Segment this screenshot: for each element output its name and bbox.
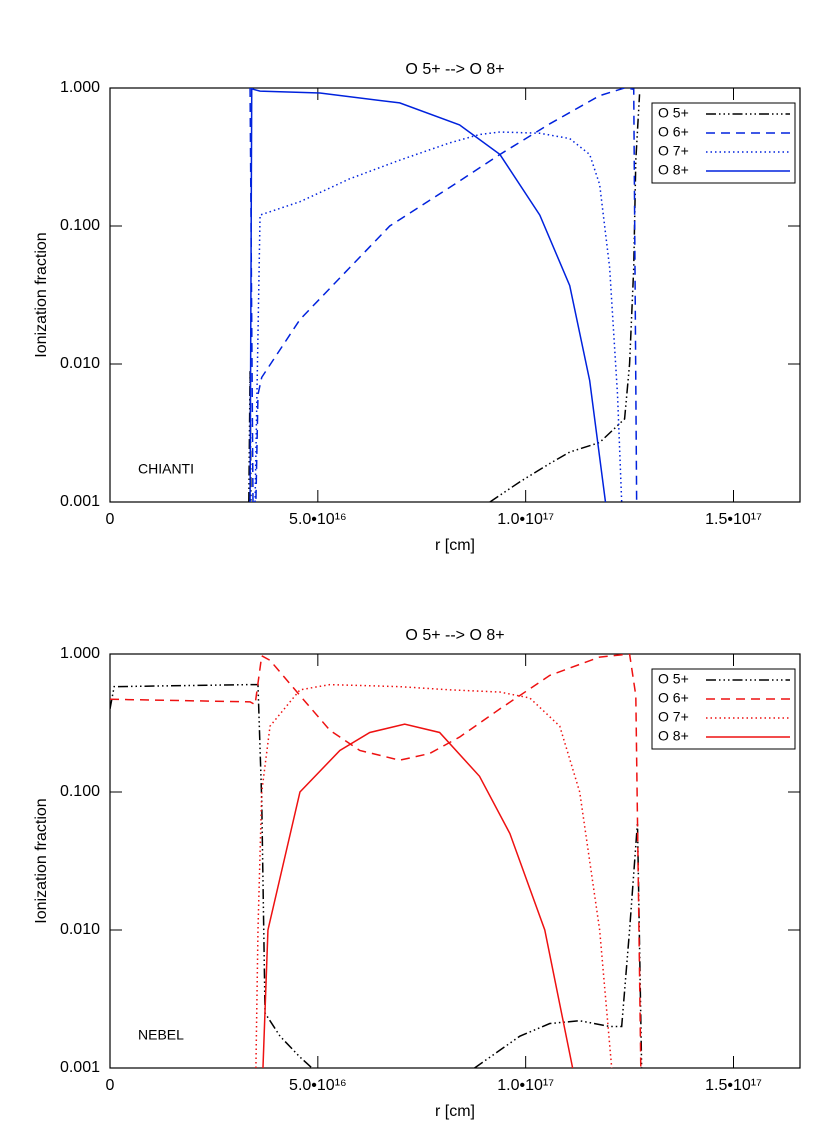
legend-label: O 6+ [658, 690, 689, 706]
chart-title: O 5+ --> O 8+ [405, 61, 504, 78]
y-tick-label: 1.000 [60, 645, 100, 662]
legend-label: O 7+ [658, 709, 689, 725]
annotation: CHIANTI [138, 461, 194, 477]
series-line [110, 654, 642, 1068]
legend-label: O 8+ [658, 728, 689, 744]
y-tick-label: 0.100 [60, 217, 100, 234]
series-line [255, 683, 613, 1068]
series-line [249, 88, 638, 502]
y-tick-label: 0.010 [60, 921, 100, 938]
y-tick-label: 0.001 [60, 493, 100, 510]
legend-label: O 8+ [658, 162, 689, 178]
x-tick-label: 1.0•10¹⁷ [497, 511, 554, 528]
x-tick-label: 1.5•10¹⁷ [705, 511, 762, 528]
x-tick-label: 5.0•10¹⁶ [289, 511, 347, 528]
y-tick-label: 0.100 [60, 783, 100, 800]
legend-box [651, 668, 796, 750]
legend-box [651, 102, 796, 184]
legend-label: O 5+ [658, 105, 689, 121]
x-tick-label: 1.5•10¹⁷ [705, 1077, 762, 1094]
y-axis-label: Ionization fraction [33, 798, 50, 923]
legend-label: O 6+ [658, 124, 689, 140]
series-line [110, 683, 643, 1068]
x-axis-label: r [cm] [435, 537, 475, 554]
chart-title: O 5+ --> O 8+ [405, 627, 504, 644]
x-tick-label: 0 [106, 1077, 115, 1094]
plot-lines [248, 88, 641, 502]
annotation: NEBEL [138, 1027, 184, 1043]
plot-frame [109, 653, 801, 1069]
legend-label: O 7+ [658, 143, 689, 159]
x-tick-label: 1.0•10¹⁷ [497, 1077, 554, 1094]
y-axis-label: Ionization fraction [33, 232, 50, 357]
x-tick-label: 5.0•10¹⁶ [289, 1077, 347, 1094]
y-tick-label: 1.000 [60, 79, 100, 96]
y-tick-label: 0.001 [60, 1059, 100, 1076]
plot-lines [110, 654, 643, 1068]
series-line [262, 723, 574, 1068]
y-tick-label: 0.010 [60, 355, 100, 372]
x-tick-label: 0 [106, 511, 115, 528]
series-line [254, 131, 623, 502]
series-line [249, 88, 607, 502]
x-axis-label: r [cm] [435, 1103, 475, 1120]
series-line [248, 94, 641, 502]
plot-frame [109, 87, 801, 503]
legend-label: O 5+ [658, 671, 689, 687]
